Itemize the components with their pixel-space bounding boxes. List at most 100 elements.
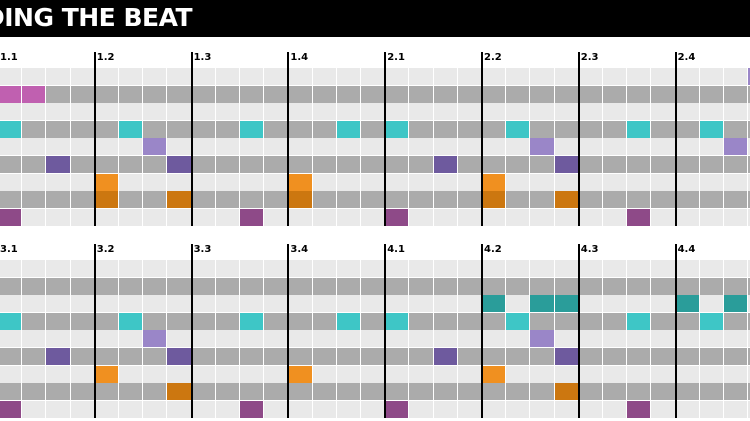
step-cell[interactable] bbox=[119, 103, 144, 121]
step-cell[interactable] bbox=[361, 103, 386, 121]
step-cell[interactable] bbox=[288, 330, 313, 348]
step-cell-active[interactable] bbox=[554, 156, 579, 173]
step-cell[interactable] bbox=[699, 156, 724, 173]
step-cell[interactable] bbox=[554, 330, 579, 348]
step-cell[interactable] bbox=[312, 191, 337, 209]
step-cell[interactable] bbox=[46, 138, 71, 156]
step-cell[interactable] bbox=[433, 383, 458, 401]
step-cell[interactable] bbox=[433, 138, 458, 156]
step-cell[interactable] bbox=[603, 277, 628, 295]
step-cell[interactable] bbox=[264, 260, 289, 277]
step-cell[interactable] bbox=[46, 312, 71, 330]
step-cell[interactable] bbox=[578, 173, 603, 191]
step-cell[interactable] bbox=[361, 260, 386, 277]
step-cell[interactable] bbox=[288, 383, 313, 401]
step-cell[interactable] bbox=[385, 260, 410, 277]
step-cell[interactable] bbox=[409, 348, 434, 365]
step-cell[interactable] bbox=[361, 68, 386, 85]
step-cell[interactable] bbox=[506, 191, 531, 209]
step-cell[interactable] bbox=[94, 103, 119, 121]
step-cell[interactable] bbox=[143, 348, 168, 365]
step-cell[interactable] bbox=[240, 156, 265, 173]
step-cell[interactable] bbox=[191, 348, 216, 365]
step-cell[interactable] bbox=[651, 348, 676, 365]
step-cell-active[interactable] bbox=[433, 348, 458, 365]
step-cell[interactable] bbox=[651, 156, 676, 173]
step-cell-active[interactable] bbox=[699, 312, 724, 330]
step-cell[interactable] bbox=[191, 277, 216, 295]
step-cell[interactable] bbox=[70, 191, 95, 209]
step-cell[interactable] bbox=[675, 312, 700, 330]
step-cell-active[interactable] bbox=[0, 208, 23, 226]
step-cell[interactable] bbox=[724, 120, 749, 138]
step-cell[interactable] bbox=[143, 312, 168, 330]
step-cell[interactable] bbox=[530, 208, 555, 226]
step-cell[interactable] bbox=[312, 348, 337, 365]
step-cell[interactable] bbox=[94, 208, 119, 226]
step-cell[interactable] bbox=[651, 138, 676, 156]
step-cell[interactable] bbox=[264, 330, 289, 348]
step-cell[interactable] bbox=[191, 120, 216, 138]
step-cell[interactable] bbox=[409, 312, 434, 330]
step-cell[interactable] bbox=[288, 138, 313, 156]
step-cell[interactable] bbox=[361, 191, 386, 209]
step-cell[interactable] bbox=[191, 103, 216, 121]
step-cell[interactable] bbox=[627, 191, 652, 209]
step-cell[interactable] bbox=[0, 191, 23, 209]
step-cell[interactable] bbox=[482, 208, 507, 226]
step-cell[interactable] bbox=[46, 365, 71, 383]
step-cell[interactable] bbox=[288, 277, 313, 295]
step-cell[interactable] bbox=[578, 156, 603, 173]
step-cell[interactable] bbox=[651, 400, 676, 418]
step-cell[interactable] bbox=[191, 295, 216, 313]
step-cell[interactable] bbox=[264, 138, 289, 156]
step-cell[interactable] bbox=[336, 365, 361, 383]
step-cell[interactable] bbox=[724, 156, 749, 173]
step-cell[interactable] bbox=[215, 120, 240, 138]
step-cell[interactable] bbox=[554, 85, 579, 103]
step-cell[interactable] bbox=[215, 312, 240, 330]
step-cell[interactable] bbox=[0, 295, 23, 313]
step-cell[interactable] bbox=[288, 85, 313, 103]
step-cell[interactable] bbox=[385, 365, 410, 383]
step-cell[interactable] bbox=[70, 173, 95, 191]
step-cell-active[interactable] bbox=[627, 400, 652, 418]
step-cell[interactable] bbox=[191, 138, 216, 156]
step-cell[interactable] bbox=[336, 277, 361, 295]
step-cell-active[interactable] bbox=[336, 312, 361, 330]
step-cell[interactable] bbox=[603, 295, 628, 313]
step-cell[interactable] bbox=[530, 365, 555, 383]
step-cell[interactable] bbox=[119, 348, 144, 365]
step-cell[interactable] bbox=[191, 330, 216, 348]
step-cell[interactable] bbox=[433, 191, 458, 209]
step-cell[interactable] bbox=[312, 85, 337, 103]
step-cell[interactable] bbox=[312, 260, 337, 277]
step-cell[interactable] bbox=[433, 260, 458, 277]
step-cell[interactable] bbox=[264, 295, 289, 313]
step-cell[interactable] bbox=[748, 383, 750, 401]
step-cell[interactable] bbox=[675, 138, 700, 156]
step-cell[interactable] bbox=[506, 295, 531, 313]
step-cell[interactable] bbox=[143, 260, 168, 277]
step-cell[interactable] bbox=[506, 277, 531, 295]
step-cell[interactable] bbox=[288, 208, 313, 226]
step-cell[interactable] bbox=[724, 260, 749, 277]
step-cell-active[interactable] bbox=[167, 156, 192, 173]
step-cell[interactable] bbox=[336, 260, 361, 277]
step-cell[interactable] bbox=[603, 191, 628, 209]
step-cell[interactable] bbox=[361, 383, 386, 401]
step-cell-active[interactable] bbox=[94, 191, 119, 209]
step-cell[interactable] bbox=[336, 68, 361, 85]
step-cell[interactable] bbox=[554, 312, 579, 330]
step-cell[interactable] bbox=[530, 120, 555, 138]
step-cell[interactable] bbox=[627, 103, 652, 121]
step-cell[interactable] bbox=[336, 295, 361, 313]
step-cell[interactable] bbox=[578, 260, 603, 277]
step-cell[interactable] bbox=[94, 400, 119, 418]
step-cell[interactable] bbox=[409, 383, 434, 401]
step-cell[interactable] bbox=[215, 383, 240, 401]
step-cell[interactable] bbox=[312, 156, 337, 173]
step-cell[interactable] bbox=[312, 208, 337, 226]
step-cell[interactable] bbox=[457, 400, 482, 418]
step-cell[interactable] bbox=[240, 348, 265, 365]
